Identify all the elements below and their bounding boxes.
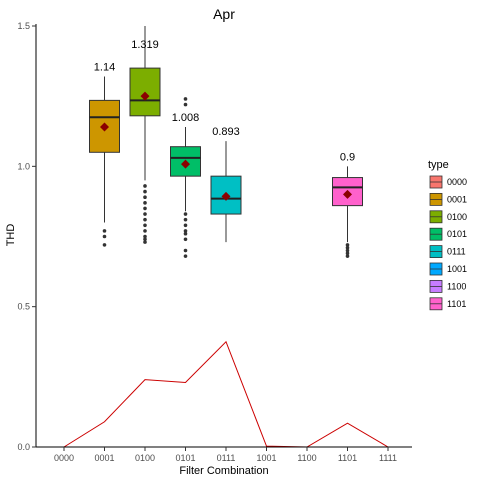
outlier-point: [102, 234, 107, 239]
x-tick-label: 0000: [54, 453, 74, 463]
y-tick-label: 1.0: [17, 161, 30, 171]
line-series: [63, 340, 389, 448]
y-axis-ticks: 0.0 0.5 1.0 1.5: [17, 21, 36, 452]
x-tick-label: 0111: [217, 453, 236, 463]
legend-item-1101: 1101: [429, 297, 466, 311]
legend-item-0000: 0000: [429, 175, 467, 189]
x-axis-title: Filter Combination: [179, 465, 268, 477]
outlier-point: [183, 97, 188, 101]
outlier-point: [183, 212, 188, 216]
legend-item-0001: 0001: [429, 192, 467, 206]
outlier-point: [345, 248, 350, 253]
x-tick-label: 1001: [256, 453, 276, 463]
outlier-point: [143, 234, 147, 239]
outlier-point: [345, 245, 350, 250]
outlier-point: [143, 223, 147, 228]
mean-marker: [343, 189, 352, 199]
legend-item-1001: 1001: [429, 262, 467, 276]
mean-label: 1.14: [94, 62, 115, 74]
legend: type 0000 0001 0100 0101 0111 1001 1100 1101: [428, 159, 467, 311]
outlier-point: [143, 189, 147, 194]
outlier-point: [183, 223, 188, 228]
outlier-point: [143, 184, 147, 188]
x-tick-label: 1111: [379, 453, 397, 463]
outlier-point: [143, 217, 147, 222]
outlier-point: [102, 229, 107, 233]
outlier-point: [345, 251, 350, 256]
mean-label: 0.9: [340, 151, 355, 163]
outlier-point: [183, 229, 188, 233]
legend-title: type: [428, 159, 449, 171]
mean-label: 0.893: [212, 126, 240, 138]
legend-label: 0001: [447, 194, 467, 204]
y-tick-label: 1.5: [17, 21, 30, 31]
x-tick-label: 1100: [297, 453, 316, 463]
plot-area: 1.14 1.319 1.008 0.893 0.9: [63, 26, 389, 448]
legend-label: 0101: [447, 229, 467, 239]
outlier-point: [183, 217, 188, 222]
outlier-point: [143, 195, 147, 200]
legend-label: 1100: [447, 281, 466, 291]
mean-label: 1.008: [172, 112, 200, 124]
legend-item-1100: 1100: [429, 279, 466, 293]
y-axis-title: THD: [5, 224, 17, 247]
outlier-point: [143, 201, 147, 205]
outlier-point: [183, 248, 188, 253]
box-0100: 1.319: [129, 26, 161, 244]
y-tick-label: 0.0: [17, 442, 30, 452]
outlier-point: [183, 237, 188, 242]
outlier-point: [183, 231, 188, 236]
y-tick-label: 0.5: [17, 302, 30, 312]
outlier-point: [143, 206, 147, 211]
x-tick-label: 0101: [175, 453, 195, 463]
x-axis-ticks: 0000 0001 0100 0101 0111 1001 1100 1101 1111: [54, 447, 397, 463]
legend-label: 1101: [447, 299, 466, 309]
box-0101: 1.008: [170, 97, 201, 258]
outlier-point: [183, 254, 188, 258]
x-tick-label: 0100: [135, 453, 155, 463]
outlier-point: [183, 102, 188, 107]
outlier-point: [143, 212, 147, 216]
legend-label: 0111: [447, 247, 466, 257]
box-0111: 0.893: [210, 126, 242, 243]
outlier-point: [345, 254, 350, 258]
legend-label: 0100: [447, 212, 467, 222]
outlier-point: [102, 243, 107, 247]
mean-marker: [140, 91, 150, 101]
box-1101: 0.9: [332, 151, 363, 258]
legend-label: 0000: [447, 177, 467, 187]
mean-marker: [181, 159, 190, 169]
outlier-point: [143, 229, 147, 233]
legend-item-0111: 0111: [429, 245, 466, 259]
box-0001: 1.14: [89, 62, 120, 247]
mean-label: 1.319: [131, 39, 159, 51]
outlier-point: [143, 237, 147, 242]
legend-item-0101: 0101: [429, 227, 467, 241]
outlier-point: [143, 240, 147, 244]
mean-marker: [100, 122, 109, 132]
mean-marker: [221, 191, 231, 201]
legend-label: 1001: [447, 264, 467, 274]
outlier-point: [345, 243, 350, 247]
legend-item-0100: 0100: [429, 210, 467, 224]
chart-title: Apr: [213, 6, 235, 22]
x-tick-label: 0001: [94, 453, 114, 463]
x-tick-label: 1101: [338, 453, 357, 463]
